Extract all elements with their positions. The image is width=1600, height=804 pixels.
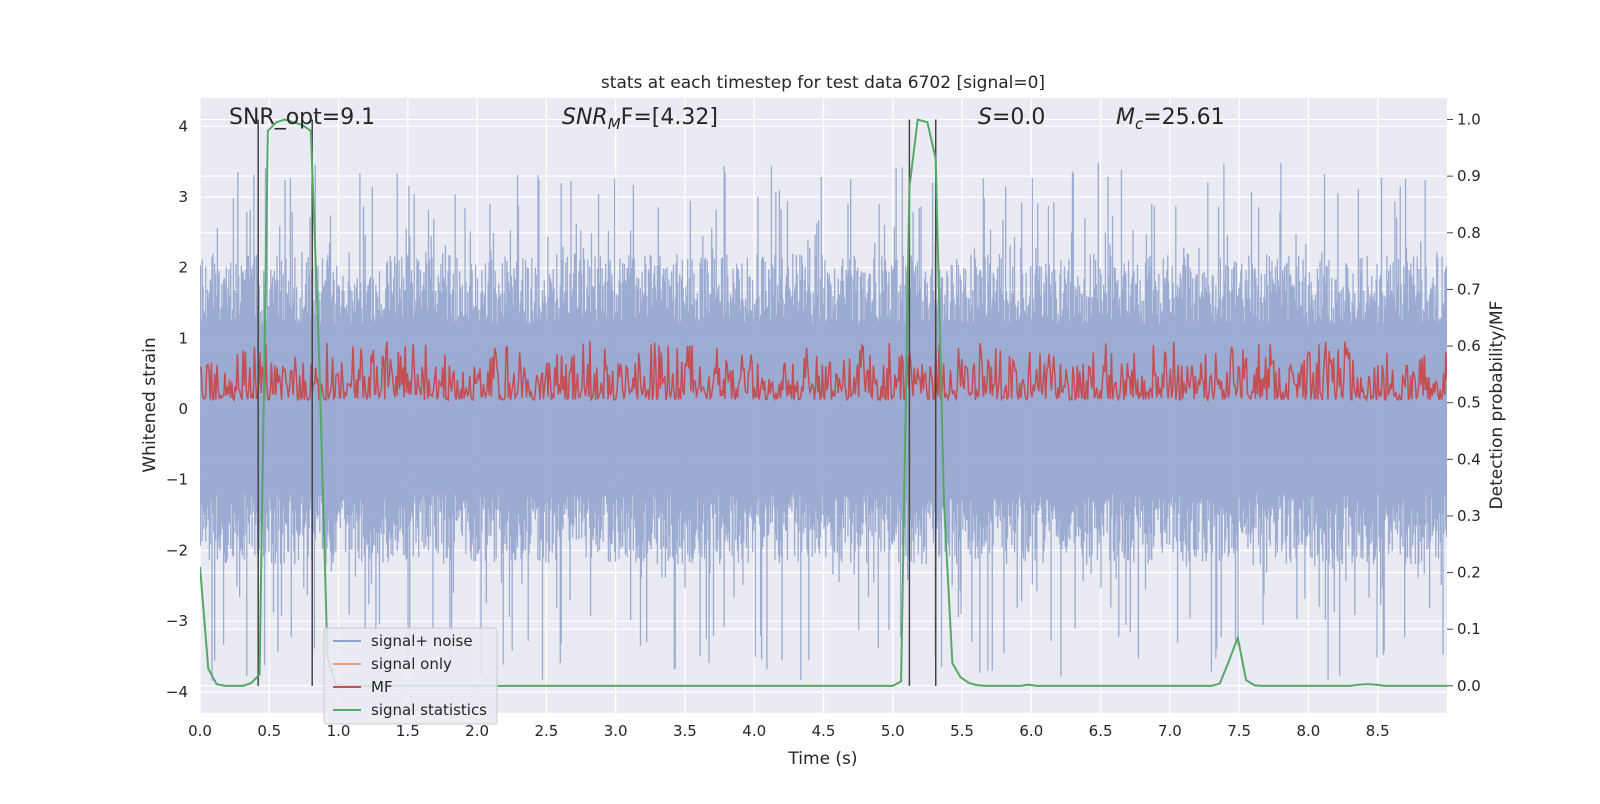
y-ticks-right: 0.0 0.1 0.2 0.3 0.4 0.5 0.6 0.7 0.8 0.9 1.0 [1447, 111, 1481, 695]
x-tick-label: 3.5 [673, 722, 697, 740]
marker-lines [257, 119, 937, 686]
chart-title: stats at each timestep for test data 670… [601, 73, 1045, 93]
mf-series [200, 341, 1447, 403]
annotation-s: S=0.0 [978, 105, 1045, 130]
legend: signal+ noise signal only MF signal stat… [323, 627, 498, 725]
x-ticks: 0.0 0.5 1.0 1.5 2.0 2.5 3.0 3.5 4.0 4.5 5.0 5.5 6.0 6… [188, 722, 1390, 740]
mf-trace [200, 341, 1447, 403]
x-tick-label: 8.0 [1297, 722, 1321, 740]
signal-statistics-trace [200, 118, 1447, 687]
x-tick-label: 8.5 [1366, 722, 1390, 740]
x-tick-label: 3.0 [604, 722, 628, 740]
y-tick-label-left: 0 [178, 400, 188, 418]
y-axis-label-left: Whitened strain [140, 337, 160, 472]
x-tick-label: 6.0 [1019, 722, 1043, 740]
legend-label-signal-statistics: signal statistics [371, 701, 487, 719]
y-axis-label-right: Detection probability/MF [1487, 301, 1507, 510]
x-tick-label: 0.5 [257, 722, 281, 740]
y-tick-label-left: 2 [178, 259, 188, 277]
y-tick-label-right: 0.2 [1457, 564, 1481, 582]
x-tick-label: 7.5 [1227, 722, 1251, 740]
x-tick-label: 6.5 [1089, 722, 1113, 740]
y-tick-label-right: 0.9 [1457, 167, 1481, 185]
x-tick-label: 4.0 [742, 722, 766, 740]
y-tick-label-right: 0.1 [1457, 620, 1481, 638]
y-tick-label-right: 0.6 [1457, 337, 1481, 355]
signal-noise-series [200, 162, 1447, 681]
x-tick-label: 5.5 [950, 722, 974, 740]
y-tick-label-right: 0.0 [1457, 677, 1481, 695]
annotation-mc: Mc=25.61 [1116, 105, 1225, 133]
x-tick-label: 4.5 [812, 722, 836, 740]
legend-label-signal-noise: signal+ noise [371, 632, 473, 650]
y-tick-label-left: 4 [178, 117, 188, 135]
y-tick-label-right: 1.0 [1457, 111, 1481, 129]
x-axis-label: Time (s) [787, 749, 857, 769]
y-tick-label-left: −4 [166, 683, 188, 701]
y-tick-label-left: −3 [166, 612, 188, 630]
y-tick-label-left: 1 [178, 329, 188, 347]
x-tick-label: 1.5 [396, 722, 420, 740]
y-tick-label-right: 0.8 [1457, 224, 1481, 242]
signal-statistics-series [200, 118, 1447, 687]
y-ticks-left: −4 −3 −2 −1 0 1 2 3 4 [166, 117, 188, 701]
x-tick-label: 7.0 [1158, 722, 1182, 740]
legend-label-mf: MF [371, 678, 393, 696]
y-tick-label-right: 0.4 [1457, 450, 1481, 468]
y-tick-label-left: −2 [166, 541, 188, 559]
legend-label-signal-only: signal only [371, 655, 452, 673]
annotation-snr-mf: SNRMF=[4.32] [562, 105, 718, 133]
y-tick-label-right: 0.3 [1457, 507, 1481, 525]
x-tick-label: 5.0 [881, 722, 905, 740]
y-tick-label-left: −1 [166, 471, 188, 489]
x-tick-label: 1.0 [327, 722, 351, 740]
x-tick-label: 2.5 [534, 722, 558, 740]
x-tick-label: 2.0 [465, 722, 489, 740]
legend-box [323, 627, 498, 725]
y-tick-label-right: 0.7 [1457, 280, 1481, 298]
y-tick-label-left: 3 [178, 188, 188, 206]
annotation-snr-opt: SNR_opt=9.1 [229, 105, 375, 130]
y-tick-label-right: 0.5 [1457, 394, 1481, 412]
x-tick-label: 0.0 [188, 722, 212, 740]
signal-noise-trace [200, 162, 1447, 681]
